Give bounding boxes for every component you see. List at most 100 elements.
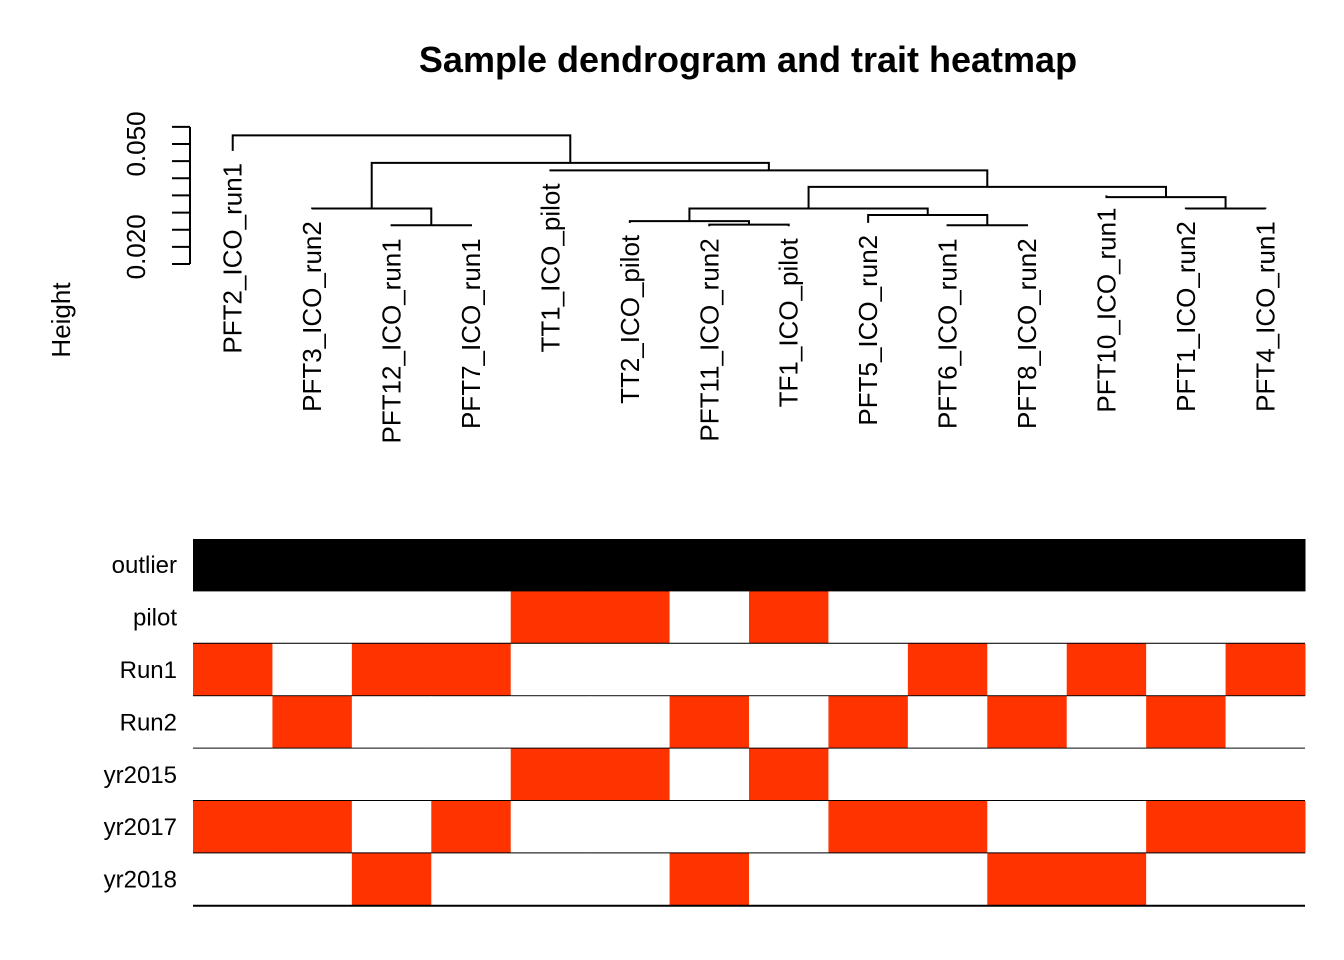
trait-label: yr2017 (104, 814, 177, 841)
heatmap-cell (1066, 853, 1147, 906)
heatmap-cell (1225, 801, 1306, 854)
heatmap-cell (193, 748, 273, 801)
heatmap-cell (590, 853, 671, 906)
dendrogram-branch (1105, 195, 1227, 209)
heatmap-cell (351, 853, 432, 906)
heatmap-cell (431, 696, 512, 749)
heatmap-cell (193, 853, 273, 906)
y-axis: 0.020 0.050 (121, 111, 191, 279)
heatmap-cell (987, 748, 1068, 801)
dendrogram (231, 134, 1267, 227)
heatmap-cell (907, 643, 988, 697)
heatmap-cell (193, 643, 273, 697)
trait-label: Run2 (120, 709, 177, 736)
heatmap-cell (431, 539, 512, 592)
dendrogram-branch (628, 220, 750, 225)
heatmap-cell (510, 539, 591, 592)
heatmap-cell (431, 748, 512, 801)
sample-label: PFT3_ICO_run2 (297, 221, 327, 412)
dendrogram-branch (946, 224, 1028, 227)
sample-label: PFT11_ICO_run2 (694, 238, 724, 441)
dendrogram-branch (311, 207, 433, 226)
heatmap-cell (1225, 748, 1306, 801)
heatmap-cell (1146, 801, 1227, 854)
heatmap-cell (987, 591, 1068, 644)
leaf-labels: PFT2_ICO_run1 PFT3_ICO_run2 PFT12_ICO_run1… (218, 163, 1281, 444)
heatmap-cell (1146, 643, 1227, 697)
dendrogram-branch (867, 213, 989, 226)
y-tick-label: 0.020 (121, 214, 151, 279)
heatmap-cell (907, 748, 988, 801)
heatmap-cell (1146, 748, 1227, 801)
heatmap-cell (828, 643, 909, 697)
y-tick-label: 0.050 (121, 111, 151, 176)
heatmap-cell (1225, 591, 1306, 644)
heatmap-cell (749, 853, 829, 906)
heatmap-cell (907, 801, 988, 854)
heatmap-cell (1225, 853, 1306, 906)
heatmap-cell (907, 696, 988, 749)
heatmap-cell (193, 539, 273, 592)
heatmap-cell (1066, 696, 1147, 749)
sample-label: PFT4_ICO_run1 (1250, 221, 1280, 412)
heatmap-cell (1066, 539, 1147, 592)
heatmap-cell (510, 591, 591, 644)
heatmap-cell (987, 696, 1068, 749)
heatmap-cell (351, 696, 432, 749)
heatmap-cell (1146, 539, 1227, 592)
heatmap-cell (510, 748, 591, 801)
sample-label: PFT6_ICO_run1 (933, 238, 963, 429)
heatmap-cell (431, 591, 512, 644)
heatmap-cell (828, 801, 909, 854)
heatmap-cell (272, 853, 353, 906)
heatmap-cell (828, 696, 909, 749)
heatmap-cell (510, 853, 591, 906)
heatmap-cell (828, 591, 909, 644)
heatmap-cell (1225, 539, 1306, 592)
heatmap-cell (272, 801, 353, 854)
dendrogram-branch (708, 223, 790, 227)
heatmap-cell (828, 748, 909, 801)
heatmap-cell (272, 591, 353, 644)
heatmap-cell (1066, 643, 1147, 697)
heatmap-cell (1146, 853, 1227, 906)
heatmap-cell (510, 801, 591, 854)
heatmap-cell (272, 539, 353, 592)
heatmap-cell (590, 591, 671, 644)
sample-label: TF1_ICO_pilot (774, 238, 804, 408)
heatmap-cell (907, 853, 988, 906)
heatmap-cell (987, 853, 1068, 906)
heatmap-cell (987, 801, 1068, 854)
heatmap-cell (1066, 748, 1147, 801)
heatmap-cell (669, 748, 750, 801)
heatmap-cell (590, 643, 671, 697)
heatmap-cell (510, 696, 591, 749)
heatmap-cell (431, 853, 512, 906)
trait-heatmap (193, 539, 1306, 907)
heatmap-cell (351, 539, 432, 592)
dendrogram-branch (549, 169, 989, 187)
trait-label: outlier (112, 552, 177, 579)
heatmap-cell (987, 539, 1068, 592)
sample-label: PFT1_ICO_run2 (1171, 221, 1201, 412)
sample-label: PFT8_ICO_run2 (1012, 238, 1042, 429)
heatmap-cell (907, 539, 988, 592)
heatmap-cell (828, 539, 909, 592)
trait-label: yr2018 (104, 867, 177, 894)
heatmap-cell (590, 539, 671, 592)
heatmap-cell (1225, 643, 1306, 697)
sample-label: PFT12_ICO_run1 (377, 238, 407, 443)
heatmap-cell (749, 539, 829, 592)
heatmap-cell (669, 801, 750, 854)
sample-label: PFT10_ICO_run1 (1091, 207, 1121, 412)
trait-label: yr2015 (104, 762, 177, 789)
sample-label: PFT7_ICO_run1 (456, 238, 486, 429)
trait-label: Run1 (120, 657, 177, 684)
heatmap-cell (351, 591, 432, 644)
heatmap-cell (272, 748, 353, 801)
heatmap-cell (1066, 801, 1147, 854)
heatmap-cell (749, 696, 829, 749)
heatmap-cell (907, 591, 988, 644)
heatmap-cell (1146, 696, 1227, 749)
